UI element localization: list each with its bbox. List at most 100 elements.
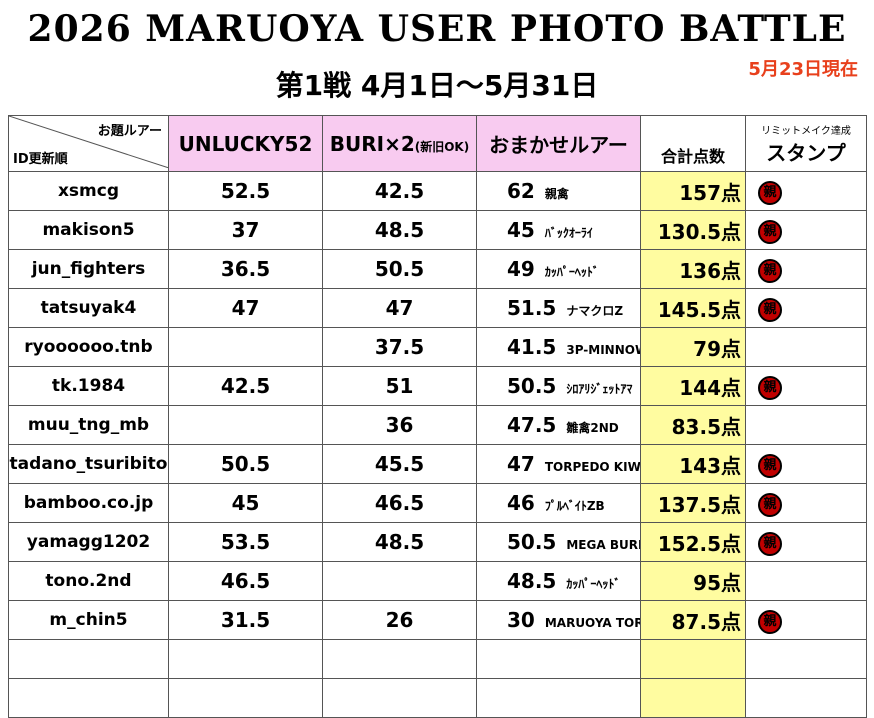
empty-cell (640, 639, 746, 679)
row: bamboo.co.jp 45 46.5 46 ﾌﾟﾙﾍﾞｲﾄZB 137.5点親 (8, 483, 867, 523)
user-id: yamagg1202 (8, 522, 169, 562)
score: 47 (507, 452, 535, 476)
total: 130.5点 (640, 210, 746, 250)
lure-name: ｼﾛｱﾘｼﾞｪｯﾄｱﾏ (566, 382, 633, 396)
column-title: BURI×2 (329, 131, 415, 156)
stamp-cell: 親 (745, 288, 867, 328)
empty-cell (168, 678, 323, 718)
stamp-cell: 親 (745, 249, 867, 289)
lure-name: 親禽 (544, 187, 569, 201)
score: 48.5 (322, 522, 477, 562)
stamp-cell (745, 327, 867, 367)
row: xsmcg 52.5 42.5 62 親禽 157点親 (8, 171, 867, 211)
score: 48.5 (322, 210, 477, 250)
stamp: 親 (758, 259, 782, 283)
user-id: m_chin5 (8, 600, 169, 640)
score: 62 (507, 179, 535, 203)
score: 53.5 (168, 522, 323, 562)
column-header: UNLUCKY52 (168, 115, 323, 172)
score: 42.5 (322, 171, 477, 211)
total: 136点 (640, 249, 746, 289)
score: 49 (507, 257, 535, 281)
score: 50.5 (168, 444, 323, 484)
lure-name: ﾌﾟﾙﾍﾞｲﾄZB (544, 499, 605, 513)
lure-name: ｶｯﾊﾟｰﾍｯﾄﾞ (566, 577, 621, 591)
empty-cell (745, 639, 867, 679)
score (322, 561, 477, 601)
score: 46.5 (168, 561, 323, 601)
corner-cell: お題ルアー ID更新順 (8, 115, 169, 172)
user-id: jun_fighters (8, 249, 169, 289)
lure-cell: 46 ﾌﾟﾙﾍﾞｲﾄZB (476, 483, 641, 523)
score: 46 (507, 491, 535, 515)
lure-name: ﾊﾞｯｸｵｰﾗｲ (544, 226, 593, 240)
total: 83.5点 (640, 405, 746, 445)
score: 36.5 (168, 249, 323, 289)
lure-cell: 49 ｶｯﾊﾟｰﾍｯﾄﾞ (476, 249, 641, 289)
stamp-cell: 親 (745, 366, 867, 406)
lure-cell: 50.5 MEGA BURI×2 (476, 522, 641, 562)
lure-name: 雛禽2ND (566, 421, 619, 435)
column-note: (新旧OK) (414, 139, 470, 154)
stamp-cell (745, 561, 867, 601)
subtitle: 第1戦 4月1日～5月31日 (275, 69, 599, 102)
score: 47 (322, 288, 477, 328)
date-note: 5月23日現在 (748, 59, 858, 80)
score: 50.5 (507, 374, 557, 398)
lure-cell: 62 親禽 (476, 171, 641, 211)
score: 36 (322, 405, 477, 445)
total: 157点 (640, 171, 746, 211)
lure-cell: 30 MARUOYA TORPEDO (476, 600, 641, 640)
page: 2026 MARUOYA USER PHOTO BATTLE 第1戦 4月1日～… (8, 8, 867, 718)
column-header: BURI×2(新旧OK) (322, 115, 477, 172)
score (168, 327, 323, 367)
lure-cell: 41.5 3P-MINNOW (476, 327, 641, 367)
corner-bottom: ID更新順 (13, 152, 68, 167)
user-id: tatsuyak4 (8, 288, 169, 328)
lure-name: 3P-MINNOW (566, 343, 641, 357)
score: 50.5 (322, 249, 477, 289)
lure-name: MARUOYA TORPEDO (544, 616, 640, 630)
stamp-cell: 親 (745, 171, 867, 211)
stamp: 親 (758, 181, 782, 205)
column-header: 合計点数 (640, 115, 746, 172)
total: 95点 (640, 561, 746, 601)
score: 37 (168, 210, 323, 250)
row: jun_fighters 36.5 50.5 49 ｶｯﾊﾟｰﾍｯﾄﾞ 136点親 (8, 249, 867, 289)
empty-cell (322, 639, 477, 679)
total: 79点 (640, 327, 746, 367)
lure-name: ナマクロZ (566, 304, 624, 318)
column-header: おまかせルアー (476, 115, 641, 172)
user-id: xsmcg (8, 171, 169, 211)
column-title: スタンプ (766, 140, 846, 165)
column-header: リミットメイク達成スタンプ (745, 115, 867, 172)
stamp-cell (745, 405, 867, 445)
score: 47 (168, 288, 323, 328)
row: tatsuyak4 47 47 51.5 ナマクロZ 145.5点親 (8, 288, 867, 328)
row: tk.1984 42.5 51 50.5 ｼﾛｱﾘｼﾞｪｯﾄｱﾏ 144点親 (8, 366, 867, 406)
empty-cell (476, 639, 641, 679)
user-id: ryoooooo.tnb (8, 327, 169, 367)
stamp: 親 (758, 220, 782, 244)
stamp-cell: 親 (745, 444, 867, 484)
row: ryoooooo.tnb 37.5 41.5 3P-MINNOW 79点 (8, 327, 867, 367)
column-note: リミットメイク達成 (761, 125, 851, 137)
diagonal (9, 116, 168, 168)
lure-cell: 48.5 ｶｯﾊﾟｰﾍｯﾄﾞ (476, 561, 641, 601)
stamp-cell: 親 (745, 483, 867, 523)
score: 37.5 (322, 327, 477, 367)
row: tono.2nd 46.5 48.5 ｶｯﾊﾟｰﾍｯﾄﾞ 95点 (8, 561, 867, 601)
score: 52.5 (168, 171, 323, 211)
score: 50.5 (507, 530, 557, 554)
stamp-cell: 親 (745, 522, 867, 562)
user-id: tono.2nd (8, 561, 169, 601)
lure-name: ｶｯﾊﾟｰﾍｯﾄﾞ (544, 265, 599, 279)
score: 46.5 (322, 483, 477, 523)
score: 42.5 (168, 366, 323, 406)
lure-cell: 47 TORPEDO KIWAMI (476, 444, 641, 484)
total: 144点 (640, 366, 746, 406)
title: 2026 MARUOYA USER PHOTO BATTLE (27, 8, 847, 50)
stamp: 親 (758, 376, 782, 400)
